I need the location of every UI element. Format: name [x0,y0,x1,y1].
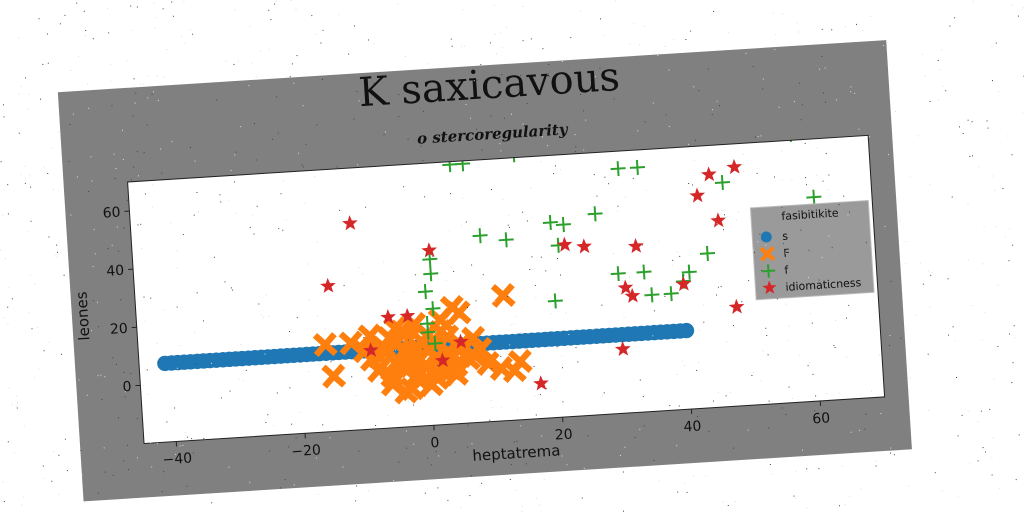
data-point [338,330,364,356]
x-axis: −40 −20 0 20 40 60 [162,400,831,469]
data-point [681,264,697,280]
data-point [362,342,379,358]
data-point [700,166,717,182]
data-point [321,363,347,389]
data-point [610,161,626,177]
y-axis: 0 20 40 60 [102,205,141,396]
y-axis-label: leones [72,291,93,341]
data-point [421,242,437,258]
figure: K saxicavous o stercoregularity −40 −20 0 2… [57,40,912,502]
data-point [425,301,441,317]
legend-label: F [783,247,790,260]
data-point [714,174,730,191]
data-point [342,215,358,231]
legend-label: s [782,230,789,243]
data-point [806,189,822,205]
data-point [636,264,652,280]
data-point [663,286,679,302]
data-point [699,245,716,261]
data-point [422,251,438,267]
data-point [452,333,469,349]
series-3 [320,158,745,391]
data-point [427,335,443,352]
data-point [371,340,397,365]
data-point [434,352,451,368]
legend-marker [759,246,776,262]
x-tick-label: 0 [430,435,440,452]
data-point [710,212,727,228]
data-point [312,332,338,358]
data-point [418,372,444,398]
data-point [498,232,514,248]
data-point [380,309,396,325]
data-point [507,349,533,374]
data-point [382,316,408,341]
data-point [629,159,645,175]
data-point [417,284,433,300]
data-point [542,214,558,231]
data-point [419,316,435,332]
axes-frame [127,134,886,445]
data-point [379,362,405,388]
x-tick-label: −40 [162,451,192,469]
data-point [587,206,603,222]
legend-marker [761,264,776,278]
data-point [556,236,573,252]
data-point [644,287,660,303]
data-point [446,300,472,326]
data-point [547,293,563,309]
data-point [320,277,336,294]
data-point [675,275,692,292]
data-point [533,375,549,391]
data-point [555,217,571,233]
data-point [399,307,416,324]
data-point [475,351,501,376]
data-point [726,158,743,175]
data-point [614,340,631,357]
legend-marker [760,231,772,243]
x-tick-label: 20 [554,427,573,444]
data-point [627,238,644,254]
x-tick-label: 40 [683,418,702,435]
legend-box [749,199,875,301]
data-point [490,283,516,308]
x-tick-label: −20 [291,442,321,460]
y-tick-label: 60 [102,205,121,222]
x-tick-label: 60 [812,410,831,427]
legend-label: idiomaticness [785,276,862,294]
y-tick-label: 20 [110,321,129,338]
y-tick-label: 0 [122,379,132,396]
legend-label: f [784,264,790,277]
x-axis-label: heptatrema [472,441,561,464]
data-point [399,376,425,402]
y-tick-label: 40 [106,263,125,280]
data-point [391,356,417,382]
data-point [576,238,592,254]
data-point [617,279,634,295]
data-point [678,322,695,339]
data-point [423,266,439,282]
data-point [468,336,494,362]
data-point [728,298,745,314]
data-point [359,346,384,372]
legend-marker [762,280,777,295]
data-point [472,228,488,244]
data-point [610,266,626,282]
data-point [624,287,641,304]
data-point [689,187,706,203]
legend-title: fasibitikite [781,206,839,223]
